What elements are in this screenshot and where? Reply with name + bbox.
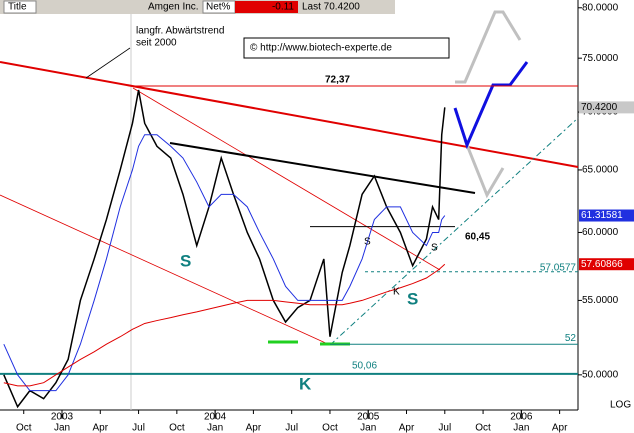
projection — [455, 10, 522, 84]
net-value-box — [235, 1, 298, 13]
y-tick-label: 65.0000 — [582, 165, 619, 176]
y-tick-label: 50.0000 — [582, 369, 619, 380]
x-tick-label: Jul — [438, 423, 451, 433]
last-value-label: 70.4200 — [581, 102, 618, 113]
header-symbol: Amgen Inc. — [148, 2, 199, 13]
resistance-line — [169, 142, 476, 194]
trend-line — [0, 194, 331, 346]
level-label: 50,06 — [352, 361, 377, 372]
level-label: 72,37 — [325, 75, 350, 86]
trend-line — [132, 87, 441, 271]
x-tick-label: Jan — [513, 423, 529, 433]
pointer — [85, 47, 131, 79]
annotation: seit 2000 — [136, 38, 177, 49]
x-tick-label: Apr — [552, 423, 568, 433]
y-tick-label: 60.0000 — [582, 227, 619, 238]
level-label: 57.0577 — [540, 262, 577, 273]
projection — [453, 61, 529, 150]
pattern-label: K — [393, 287, 400, 298]
header-last: Last 70.4200 — [302, 2, 360, 13]
last-value-box — [579, 209, 634, 222]
pattern-label: S — [431, 243, 438, 254]
pattern-label: S — [364, 237, 371, 248]
x-tick-label: Jul — [285, 423, 298, 433]
price-line — [3, 89, 446, 409]
last-value-box — [579, 101, 634, 114]
x-tick-label: Jan — [360, 423, 376, 433]
annotation: langfr. Abwärtstrend — [136, 26, 224, 37]
year-label: 2005 — [357, 412, 380, 423]
trend-line — [0, 61, 579, 168]
header-net-label: Net% — [206, 2, 231, 13]
projection — [463, 139, 505, 199]
year-label: 2003 — [51, 412, 74, 423]
price-line — [3, 134, 446, 392]
x-tick-label: Oct — [322, 423, 338, 433]
title-box — [3, 0, 37, 14]
year-label: 2006 — [510, 412, 533, 423]
pattern-label: S — [407, 289, 418, 308]
year-label: 2004 — [204, 412, 227, 423]
scale-label: LOG — [610, 400, 631, 411]
x-tick-label: Jan — [207, 423, 223, 433]
y-tick-label: 80.0000 — [582, 2, 619, 13]
x-tick-label: Jul — [132, 423, 145, 433]
copyright-box — [243, 37, 450, 59]
x-tick-label: Oct — [16, 423, 32, 433]
copyright: © http://www.biotech-experte.de — [250, 43, 392, 54]
header-net-value: -0.11 — [272, 2, 294, 13]
x-tick-label: Apr — [93, 423, 109, 433]
level-label: 60,45 — [465, 231, 490, 242]
x-tick-label: Oct — [169, 423, 185, 433]
y-tick-label: 55.0000 — [582, 295, 619, 306]
last-value-label: 57.60866 — [581, 259, 623, 270]
y-tick-label: 75.0000 — [582, 53, 619, 64]
x-tick-label: Jan — [54, 423, 70, 433]
x-tick-label: Apr — [399, 423, 415, 433]
price-line — [3, 263, 446, 387]
x-tick-label: Oct — [475, 423, 491, 433]
last-value-box — [579, 258, 634, 271]
header-title: Title — [8, 2, 27, 13]
last-value-label: 61.31581 — [581, 210, 623, 221]
pattern-label: S — [180, 251, 191, 270]
level-label: 52 — [565, 333, 577, 344]
support-line — [329, 117, 579, 346]
pattern-label: K — [299, 374, 312, 393]
x-tick-label: Apr — [246, 423, 262, 433]
